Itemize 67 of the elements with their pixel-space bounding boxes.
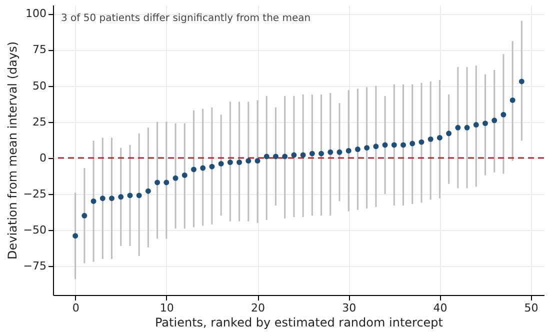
y-tick-label: −75 <box>23 260 46 273</box>
point <box>309 150 315 156</box>
point <box>354 146 360 152</box>
point <box>428 136 434 142</box>
y-axis-title: Deviation from mean interval (days) <box>5 41 20 260</box>
point <box>182 172 188 178</box>
x-tick-label: 40 <box>433 302 448 314</box>
point <box>100 196 106 202</box>
y-tick-label: 25 <box>32 115 46 128</box>
point <box>246 158 252 164</box>
point <box>500 112 506 118</box>
point <box>400 142 406 148</box>
point <box>109 196 114 202</box>
point <box>282 154 288 160</box>
x-tick-label: 0 <box>72 302 80 314</box>
point <box>436 135 442 140</box>
point <box>200 165 206 171</box>
point <box>236 160 242 165</box>
point <box>473 122 479 128</box>
point <box>191 166 196 172</box>
x-tick-label: 30 <box>342 302 356 314</box>
point <box>300 152 306 158</box>
point <box>482 120 488 126</box>
point <box>346 148 352 154</box>
point <box>254 158 260 164</box>
point <box>90 198 96 204</box>
point <box>418 139 424 145</box>
point <box>446 130 452 136</box>
point <box>455 124 461 130</box>
y-tick-label: −25 <box>23 188 46 201</box>
point <box>382 142 388 148</box>
point <box>464 124 470 130</box>
point <box>492 118 498 124</box>
point <box>373 144 379 150</box>
point <box>364 145 370 151</box>
point <box>136 192 142 198</box>
point <box>291 152 297 158</box>
point <box>172 175 178 181</box>
point <box>227 160 233 165</box>
point <box>154 180 160 186</box>
point <box>82 212 88 218</box>
y-tick-label: 100 <box>26 7 46 20</box>
point <box>336 149 342 155</box>
point <box>518 78 524 84</box>
point <box>118 194 124 200</box>
point <box>127 192 133 198</box>
point <box>164 180 170 186</box>
y-tick-label: 75 <box>32 43 46 56</box>
point <box>72 233 78 239</box>
point <box>272 154 278 160</box>
point <box>391 142 397 148</box>
point <box>318 150 324 156</box>
point <box>218 160 224 166</box>
annotation: 3 of 50 patients differ significantly from the mean <box>61 13 311 24</box>
y-tick-label: 0 <box>40 151 46 164</box>
point <box>328 149 334 155</box>
point <box>510 97 516 103</box>
x-tick-label: 50 <box>524 302 538 314</box>
point <box>145 188 151 194</box>
x-axis-title: Patients, ranked by estimated random intercept <box>154 316 444 330</box>
point <box>264 154 270 160</box>
x-tick-label: 20 <box>251 302 266 314</box>
x-tick-label: 10 <box>160 302 174 314</box>
point <box>410 140 416 146</box>
y-tick-label: 50 <box>32 79 46 92</box>
point <box>209 164 215 170</box>
y-tick-label: −50 <box>23 224 46 237</box>
